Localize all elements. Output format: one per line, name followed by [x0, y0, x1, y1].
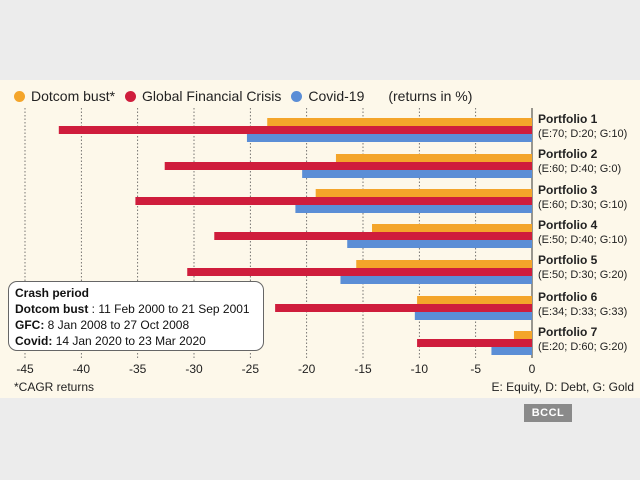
legend-item-dotcom: Dotcom bust*	[14, 88, 115, 104]
portfolio-allocation: (E:34; D:33; G:33)	[538, 306, 628, 318]
bar-gfc-portfolio-6	[275, 304, 532, 312]
portfolio-name: Portfolio 3	[538, 183, 598, 197]
allocation-key-note: E: Equity, D: Debt, G: Gold	[491, 380, 635, 394]
portfolio-label-5: Portfolio 5 (E:50; D:30; G:20)	[538, 253, 638, 282]
portfolio-allocation: (E:50; D:40; G:10)	[538, 234, 628, 246]
legend-dot-covid	[291, 90, 303, 102]
bar-dotcom-portfolio-1	[267, 118, 532, 126]
portfolio-allocation: (E:20; D:60; G:20)	[538, 341, 628, 353]
portfolio-allocation: (E:70; D:20; G:10)	[538, 128, 628, 140]
crash-row-label: Dotcom bust	[15, 302, 89, 316]
crash-period-box: Crash period Dotcom bust : 11 Feb 2000 t…	[8, 281, 264, 351]
bar-covid-portfolio-3	[295, 205, 532, 213]
portfolio-allocation: (E:50; D:30; G:20)	[538, 269, 628, 281]
bar-dotcom-portfolio-4	[372, 224, 532, 232]
x-tick-label: -25	[242, 362, 260, 376]
bar-covid-portfolio-4	[347, 240, 532, 248]
bar-dotcom-portfolio-2	[335, 154, 532, 162]
legend-unit-note: (returns in %)	[388, 88, 473, 104]
bar-covid-portfolio-5	[340, 276, 532, 284]
x-tick-label: -40	[73, 362, 91, 376]
portfolio-allocation: (E:60; D:40; G:0)	[538, 163, 622, 175]
crash-row-covid: Covid: 14 Jan 2020 to 23 Mar 2020	[15, 333, 263, 349]
x-tick-label: -10	[411, 362, 429, 376]
portfolio-label-6: Portfolio 6 (E:34; D:33; G:33)	[538, 290, 638, 319]
crash-row-dotcom: Dotcom bust : 11 Feb 2000 to 21 Sep 2001	[15, 301, 263, 317]
crash-row-gfc: GFC: 8 Jan 2008 to 27 Oct 2008	[15, 317, 263, 333]
x-tick-label: -30	[185, 362, 203, 376]
legend-item-gfc: Global Financial Crisis	[125, 88, 281, 104]
portfolio-name: Portfolio 6	[538, 290, 598, 304]
crash-row-label: Covid:	[15, 334, 53, 348]
bar-covid-portfolio-2	[302, 170, 532, 178]
legend: Dotcom bust* Global Financial Crisis Cov…	[14, 86, 472, 106]
bar-gfc-portfolio-7	[417, 339, 532, 347]
crash-row-dates: 11 Feb 2000 to 21 Sep 2001	[98, 302, 250, 316]
portfolio-label-7: Portfolio 7 (E:20; D:60; G:20)	[538, 325, 638, 354]
portfolio-allocation: (E:60; D:30; G:10)	[538, 199, 628, 211]
bar-covid-portfolio-7	[491, 347, 532, 355]
bar-dotcom-portfolio-3	[315, 189, 532, 197]
crash-row-dates: 14 Jan 2020 to 23 Mar 2020	[55, 334, 206, 348]
bar-gfc-portfolio-3	[135, 197, 532, 205]
bar-gfc-portfolio-5	[187, 268, 533, 276]
x-tick-label: -5	[470, 362, 481, 376]
crash-row-label: GFC:	[15, 318, 45, 332]
bar-dotcom-portfolio-6	[417, 296, 532, 304]
portfolio-label-1: Portfolio 1 (E:70; D:20; G:10)	[538, 112, 638, 141]
legend-label-dotcom: Dotcom bust*	[31, 88, 116, 104]
crash-period-title: Crash period	[15, 286, 90, 300]
portfolio-name: Portfolio 4	[538, 218, 598, 232]
bar-covid-portfolio-1	[246, 134, 532, 142]
footnote: *CAGR returns	[14, 380, 95, 394]
x-tick-label: 0	[529, 362, 536, 376]
portfolio-label-4: Portfolio 4 (E:50; D:40; G:10)	[538, 218, 638, 247]
legend-dot-gfc	[125, 90, 137, 102]
portfolio-name: Portfolio 1	[538, 112, 598, 126]
crash-row-sep: :	[88, 302, 99, 316]
bar-covid-portfolio-6	[414, 312, 532, 320]
bar-dotcom-portfolio-7	[513, 331, 532, 339]
legend-label-gfc: Global Financial Crisis	[142, 88, 282, 104]
publisher-watermark: BCCL	[524, 404, 572, 422]
x-tick-label: -35	[129, 362, 147, 376]
x-tick-label: -15	[354, 362, 372, 376]
x-tick-label: -45	[16, 362, 34, 376]
bar-gfc-portfolio-2	[164, 162, 532, 170]
x-axis-tick-labels: -45 -40 -35 -30 -25 -20 -15 -10 -5 0	[16, 362, 535, 376]
portfolio-name: Portfolio 5	[538, 253, 598, 267]
bar-gfc-portfolio-1	[58, 126, 533, 134]
portfolio-label-3: Portfolio 3 (E:60; D:30; G:10)	[538, 183, 638, 212]
bars	[58, 118, 533, 355]
bar-gfc-portfolio-4	[214, 232, 532, 240]
bar-dotcom-portfolio-5	[356, 260, 532, 268]
x-tick-label: -20	[298, 362, 316, 376]
legend-dot-dotcom	[14, 90, 25, 102]
crash-row-dates: 8 Jan 2008 to 27 Oct 2008	[47, 318, 190, 332]
legend-item-covid: Covid-19	[291, 88, 364, 104]
portfolio-name: Portfolio 7	[538, 325, 598, 339]
legend-label-covid: Covid-19	[308, 88, 365, 104]
portfolio-label-2: Portfolio 2 (E:60; D:40; G:0)	[538, 147, 638, 176]
portfolio-name: Portfolio 2	[538, 147, 598, 161]
